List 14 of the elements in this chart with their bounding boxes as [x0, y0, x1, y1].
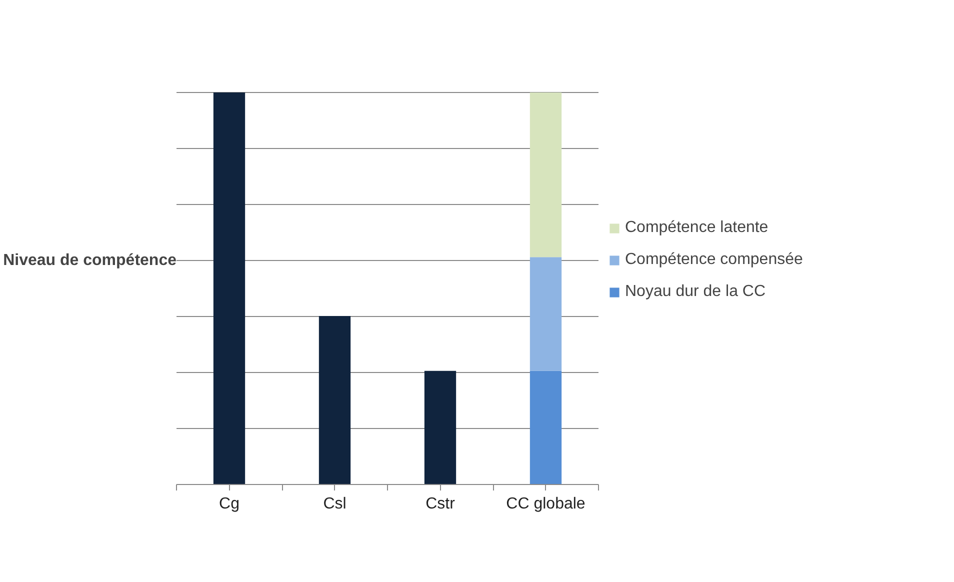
bar: [424, 370, 456, 484]
legend-label: Noyau dur de la CC: [625, 283, 766, 301]
bar: [530, 92, 562, 258]
x-tick-label: Csl: [323, 496, 346, 512]
legend-label: Compétence latente: [625, 219, 768, 237]
bar: [213, 92, 246, 484]
bar: [318, 316, 351, 484]
x-tick-label: Cstr: [426, 496, 456, 512]
x-tick-label: CC globale: [506, 496, 586, 512]
x-tick-label: Cg: [219, 496, 240, 512]
legend-label: Compétence compensée: [625, 251, 803, 269]
y-axis-title: Niveau de compétence: [3, 252, 177, 269]
bar: [530, 370, 562, 484]
bar: [530, 257, 562, 371]
